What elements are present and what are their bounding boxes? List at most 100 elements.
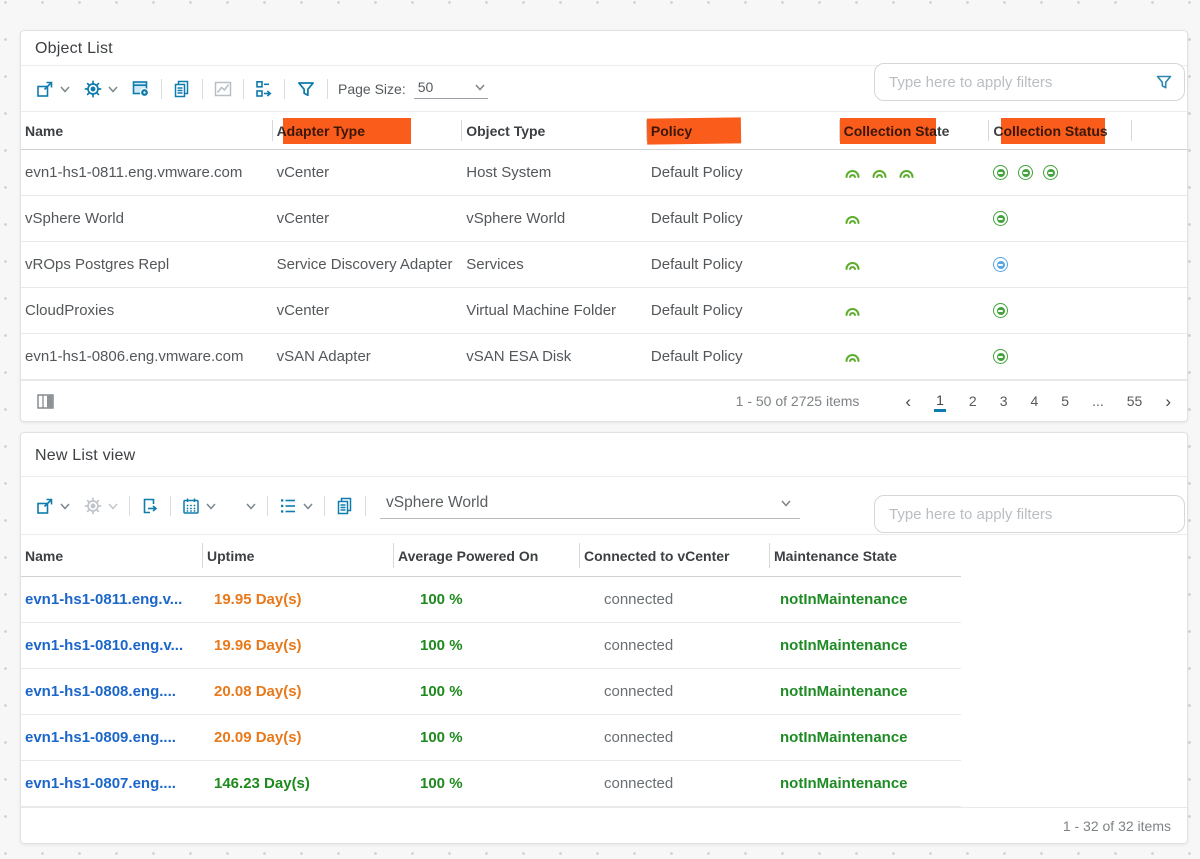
export-button[interactable] [254,79,274,99]
cell-policy: Default Policy [650,256,743,273]
cell-policy: Default Policy [650,210,743,227]
object-selector-dropdown[interactable]: vSphere World [380,492,800,519]
cell-uptime: 20.09 Day(s) [214,729,302,746]
cell-name: CloudProxies [25,302,115,319]
toolbar-separator [284,78,285,99]
object-link[interactable]: evn1-hs1-0808.eng.... [25,683,176,700]
table-row[interactable]: evn1-hs1-0810.eng.v... 19.96 Day(s) 100 … [21,623,961,669]
page-size-select[interactable]: 50 [413,78,488,99]
table-row[interactable]: evn1-hs1-0807.eng.... 146.23 Day(s) 100 … [21,761,961,807]
page-size-label: Page Size: [338,80,406,97]
copy-button[interactable] [172,79,192,99]
cell-policy: Default Policy [650,302,743,319]
show-chart-button[interactable] [213,79,233,99]
page-button-4[interactable]: 4 [1030,393,1039,409]
table-row[interactable]: evn1-hs1-0808.eng.... 20.08 Day(s) 100 %… [21,669,961,715]
table-row[interactable]: evn1-hs1-0811.eng.vmware.com vCenter Hos… [21,150,1187,196]
chevron-down-icon [60,503,70,510]
column-header-name[interactable]: Name [21,535,203,576]
new-list-view-toolbar: vSphere World [21,477,1187,535]
table-row[interactable]: evn1-hs1-0806.eng.vmware.com vSAN Adapte… [21,334,1187,380]
filter-funnel-icon [1156,75,1172,89]
page-button-1[interactable]: 1 [934,390,946,412]
collecting-arcs-icon [871,167,888,179]
open-in-new-button[interactable] [35,79,71,99]
column-header-uptime[interactable]: Uptime [203,535,394,576]
collecting-arcs-icon [844,259,861,271]
page-button-3[interactable]: 3 [999,393,1008,409]
column-header-avg-powered-on[interactable]: Average Powered On [394,535,580,576]
column-header-collection-state[interactable]: Collection State [839,112,990,149]
chevron-down-icon [108,503,118,510]
column-header-name[interactable]: Name [21,112,273,149]
cell-collection-status [989,303,1132,318]
table-row[interactable]: evn1-hs1-0811.eng.v... 19.95 Day(s) 100 … [21,577,961,623]
page-ellipsis: ... [1092,393,1104,409]
prev-page-button[interactable]: ‹ [905,391,912,411]
column-header-collection-status[interactable]: Collection Status [989,112,1132,149]
settings-button[interactable] [83,79,119,99]
toolbar-separator [129,495,130,516]
gear-icon [84,80,102,97]
filter-funnel-icon [297,81,315,96]
cell-maintenance: notInMaintenance [780,775,908,792]
object-link[interactable]: evn1-hs1-0807.eng.... [25,775,176,792]
copy-icon [174,80,189,97]
table-row[interactable]: CloudProxies vCenter Virtual Machine Fol… [21,288,1187,334]
open-in-new-button[interactable] [35,496,71,516]
object-link[interactable]: evn1-hs1-0809.eng.... [25,729,176,746]
cell-adapter-type: vCenter [276,210,330,227]
column-header-policy[interactable]: Policy [646,112,840,149]
table-row[interactable]: evn1-hs1-0809.eng.... 20.09 Day(s) 100 %… [21,715,961,761]
cell-collection-status [989,211,1132,226]
cell-maintenance: notInMaintenance [780,591,908,608]
cell-name: vROps Postgres Repl [25,256,170,273]
list-options-button[interactable] [278,496,314,516]
copy-button[interactable] [335,496,355,516]
column-header-connected[interactable]: Connected to vCenter [580,535,770,576]
cell-maintenance: notInMaintenance [780,683,908,700]
settings-button-disabled[interactable] [83,496,119,516]
cell-avg-powered-on: 100 % [420,591,463,608]
column-header-object-type[interactable]: Object Type [462,112,647,149]
cell-collection-state [840,351,990,363]
column-header-adapter-type[interactable]: Adapter Type [273,112,463,149]
open-detailed-view-button[interactable] [131,79,151,99]
cell-collection-status [989,165,1132,180]
filter-button[interactable] [295,78,317,100]
page-button-55[interactable]: 55 [1126,393,1143,409]
cell-connected: connected [604,591,674,608]
next-page-button[interactable]: › [1165,391,1171,411]
status-ok-icon [1018,165,1034,180]
table-row[interactable]: vROps Postgres Repl Service Discovery Ad… [21,242,1187,288]
items-range-text: 1 - 50 of 2725 items [735,393,860,409]
column-header-maintenance[interactable]: Maintenance State [774,547,897,564]
date-range-button[interactable] [181,496,217,516]
table-row[interactable]: vSphere World vCenter vSphere World Defa… [21,196,1187,242]
chevron-down-icon [246,503,256,510]
cell-collection-state [840,213,990,225]
new-list-view-widget: New List view [20,432,1188,844]
filter-input[interactable] [889,505,1174,523]
cell-collection-state [840,305,990,317]
object-link[interactable]: evn1-hs1-0811.eng.v... [25,591,183,608]
export-page-button[interactable] [140,496,160,516]
column-picker-button[interactable] [37,393,54,409]
pagination: ‹ 1 2 3 4 5 ... 55 › [905,390,1171,412]
status-info-icon [993,257,1009,272]
cell-adapter-type: vSAN Adapter [276,348,371,365]
object-link[interactable]: evn1-hs1-0810.eng.v... [25,637,184,654]
collecting-arcs-icon [844,305,861,317]
cell-name: evn1-hs1-0811.eng.vmware.com [25,164,243,181]
cell-uptime: 20.08 Day(s) [214,683,302,700]
page-button-2[interactable]: 2 [968,393,977,409]
collapsed-dropdown-button[interactable] [245,500,257,512]
cell-uptime: 19.95 Day(s) [214,591,302,608]
new-list-view-footer: 1 - 32 of 32 items [21,807,1187,843]
dashboard-icon [132,80,150,97]
toolbar-separator [327,78,328,99]
page-button-5[interactable]: 5 [1061,393,1070,409]
filter-input[interactable] [889,73,1154,91]
cell-maintenance: notInMaintenance [780,637,908,654]
